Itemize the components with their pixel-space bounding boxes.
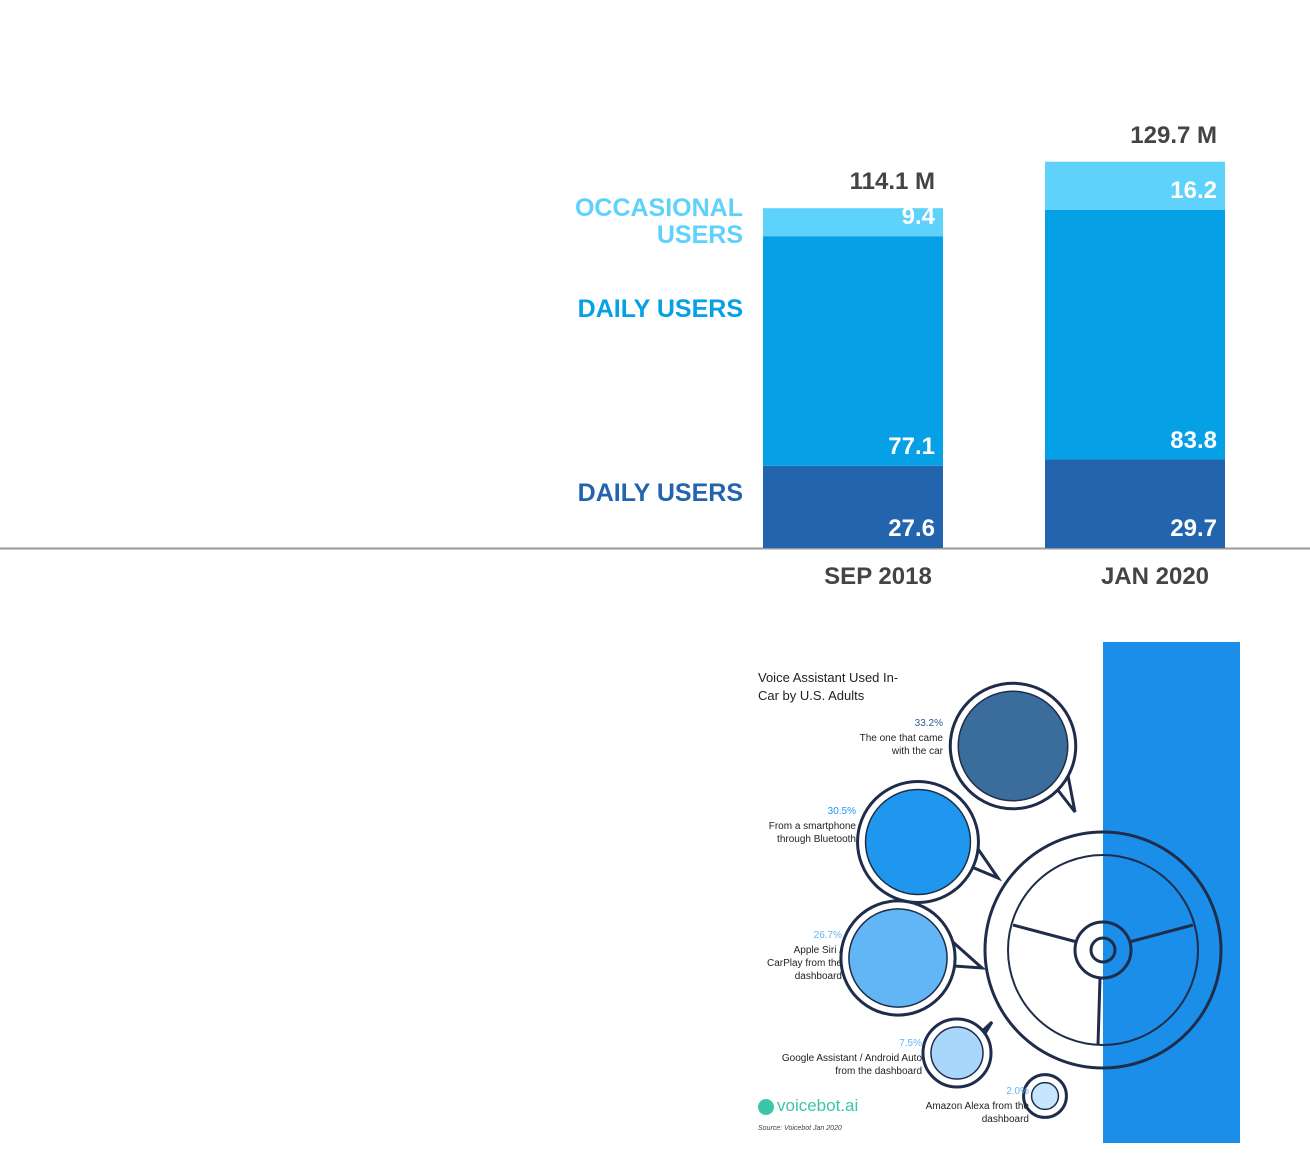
percent-label: 2.0% [1006,1086,1029,1097]
x-tick-label: JAN 2020 [1100,563,1210,590]
description: Apple Siri / CarPlay from the dashboard [766,945,842,982]
value-label: 9.4 [901,203,935,231]
source: Source: Voicebot Jan 2020 [758,1125,842,1132]
value-label: 16.2 [1170,176,1217,204]
bubble [1030,1081,1060,1111]
info-title: Voice Assistant Used In-Car by U.S. Adul… [758,670,899,703]
bar-segment [1045,161,1225,210]
value-label: 27.6 [888,515,935,542]
steering-wheel [983,830,1223,1070]
value-label: 29.7 [1170,515,1217,542]
bar-segment [1045,459,1225,548]
bar-segment [763,465,943,548]
blue-panel [1103,642,1240,1143]
percent-label: 33.2% [914,718,943,729]
bubble [930,1026,984,1080]
bar-segment [763,236,943,466]
legend-label: DAILY USERS [577,294,743,323]
description: From a smartphone through Bluetooth [768,821,856,845]
description: Google Assistant / Android Auto from the… [781,1053,922,1077]
bar-segment [763,208,943,237]
legend-label: OCCASIONAL USERS [574,194,743,250]
percent-label: 26.7% [813,930,842,941]
percent-label: 7.5% [899,1038,922,1049]
description: Amazon Alexa from the dashboard [925,1101,1029,1125]
bubble [957,690,1069,802]
logo-icon [758,1099,774,1115]
bubble [864,788,972,896]
value-label: 77.1 [888,432,935,460]
logo: voicebot.ai [777,1096,859,1115]
x-tick-label: SEP 2018 [824,563,932,590]
legend-label: DAILY USERS [577,478,743,507]
total-label: 129.7 M [1130,121,1217,149]
value-label: 83.8 [1170,426,1217,454]
percent-label: 30.5% [827,806,856,817]
description: The one that came with the car [859,733,943,757]
bubble [848,908,948,1008]
bar-segment [1045,209,1225,460]
total-label: 114.1 M [849,168,935,196]
